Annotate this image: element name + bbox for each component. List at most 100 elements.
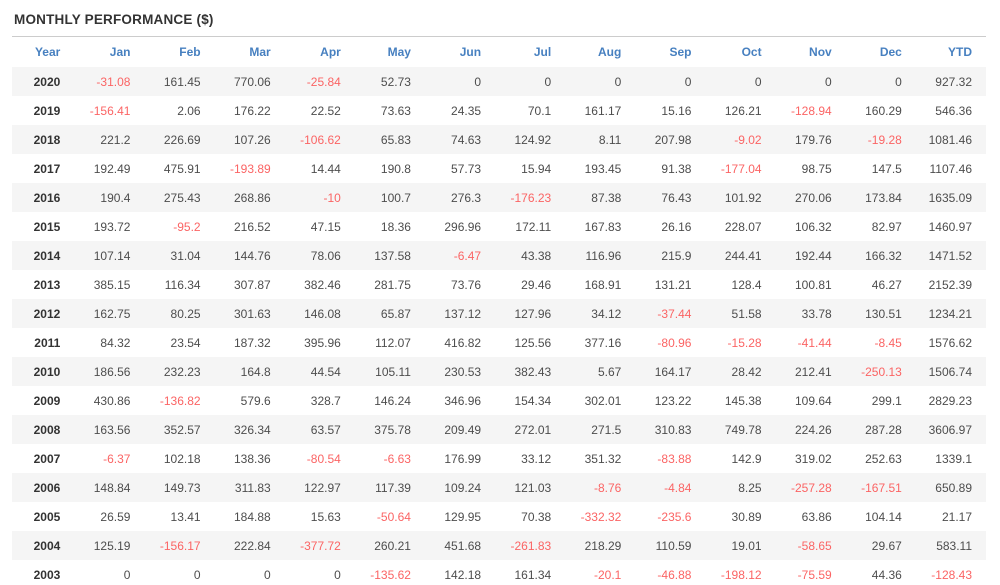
value-cell: 0 (614, 74, 622, 89)
table-row: 2013 385.15 116.34 307.87 382.46 281.75 73.76 2… (12, 270, 986, 299)
value-cell: 307.87 (234, 277, 271, 292)
value-cell: -156.17 (159, 538, 201, 553)
column-header-oct[interactable]: Oct (741, 45, 762, 59)
column-header-may[interactable]: May (387, 45, 411, 59)
value-cell: 29.46 (521, 277, 552, 292)
column-header-nov[interactable]: Nov (809, 45, 832, 59)
value-cell: 131.21 (654, 277, 692, 292)
value-cell: 451.68 (444, 538, 482, 553)
value-cell: 149.73 (163, 480, 201, 495)
column-header-dec[interactable]: Dec (879, 45, 902, 59)
column-header-jun[interactable]: Jun (459, 45, 482, 59)
value-cell: 650.89 (935, 480, 972, 495)
column-header-sep[interactable]: Sep (669, 45, 692, 59)
value-cell: 161.45 (163, 74, 201, 89)
value-cell: 162.75 (93, 306, 131, 321)
value-cell: 193.72 (93, 219, 131, 234)
value-cell: 0 (474, 74, 482, 89)
value-cell: 8.11 (598, 132, 622, 147)
value-cell: 127.96 (514, 306, 552, 321)
value-cell: 416.82 (444, 335, 482, 350)
value-cell: 107.26 (234, 132, 271, 147)
column-header-year[interactable]: Year (34, 45, 61, 59)
value-cell: 275.43 (163, 190, 201, 205)
value-cell: 301.63 (234, 306, 271, 321)
value-cell: 244.41 (724, 248, 762, 263)
value-cell: 122.97 (304, 480, 341, 495)
value-cell: -136.82 (159, 393, 201, 408)
value-cell: -75.59 (797, 567, 832, 582)
year-cell: 2008 (33, 422, 61, 437)
value-cell: -50.64 (376, 509, 411, 524)
column-header-aug[interactable]: Aug (598, 45, 622, 59)
value-cell: 326.34 (234, 422, 271, 437)
value-cell: 232.23 (163, 364, 201, 379)
value-cell: 63.57 (310, 422, 341, 437)
value-cell: 385.15 (93, 277, 131, 292)
value-cell: 927.32 (935, 74, 972, 89)
value-cell: 382.43 (514, 364, 552, 379)
value-cell: -80.96 (657, 335, 692, 350)
value-cell: 128.4 (731, 277, 762, 292)
value-cell: 1339.1 (935, 451, 972, 466)
value-cell: 302.01 (584, 393, 622, 408)
value-cell: 46.27 (871, 277, 902, 292)
value-cell: 5.67 (597, 364, 622, 379)
value-cell: 15.94 (521, 161, 552, 176)
value-cell: 271.5 (591, 422, 622, 437)
value-cell: 164.17 (654, 364, 692, 379)
value-cell: 3606.97 (928, 422, 972, 437)
value-cell: -15.28 (727, 335, 762, 350)
value-cell: 0 (123, 567, 131, 582)
value-cell: -6.47 (453, 248, 482, 263)
value-cell: 78.06 (310, 248, 341, 263)
value-cell: -176.23 (510, 190, 552, 205)
value-cell: 145.38 (724, 393, 762, 408)
value-cell: -135.62 (370, 567, 411, 582)
value-cell: 21.17 (941, 509, 972, 524)
value-cell: -377.72 (300, 538, 341, 553)
value-cell: 172.11 (515, 219, 552, 234)
value-cell: 76.43 (661, 190, 692, 205)
value-cell: 146.24 (374, 393, 411, 408)
value-cell: 212.41 (795, 364, 832, 379)
value-cell: 749.78 (724, 422, 762, 437)
year-cell: 2006 (33, 480, 61, 495)
value-cell: 163.56 (93, 422, 131, 437)
column-header-mar[interactable]: Mar (249, 45, 271, 59)
value-cell: 222.84 (234, 538, 271, 553)
column-header-jul[interactable]: Jul (533, 45, 552, 59)
value-cell: 352.57 (163, 422, 201, 437)
value-cell: -6.63 (383, 451, 411, 466)
value-cell: 311.83 (234, 480, 271, 495)
value-cell: -9.02 (734, 132, 762, 147)
column-header-jan[interactable]: Jan (109, 45, 131, 59)
value-cell: 146.08 (304, 306, 341, 321)
value-cell: 100.81 (795, 277, 832, 292)
value-cell: 82.97 (871, 219, 902, 234)
value-cell: -80.54 (306, 451, 341, 466)
column-header-feb[interactable]: Feb (179, 45, 201, 59)
value-cell: -177.04 (720, 161, 762, 176)
value-cell: 224.26 (795, 422, 832, 437)
value-cell: 0 (825, 74, 832, 89)
column-header-apr[interactable]: Apr (320, 45, 341, 59)
value-cell: 215.9 (661, 248, 692, 263)
table-row: 2005 26.59 13.41 184.88 15.63 -50.64 129.95 70.… (12, 502, 986, 531)
value-cell: 287.28 (865, 422, 902, 437)
value-cell: 125.56 (514, 335, 552, 350)
table-row: 2007 -6.37 102.18 138.36 -80.54 -6.63 176.99 33… (12, 444, 986, 473)
value-cell: 144.76 (234, 248, 271, 263)
value-cell: 101.92 (724, 190, 762, 205)
value-cell: 70.1 (527, 103, 552, 118)
value-cell: 70.38 (521, 509, 552, 524)
value-cell: 346.96 (444, 393, 482, 408)
value-cell: -128.94 (791, 103, 832, 118)
value-cell: 1576.62 (928, 335, 972, 350)
value-cell: 186.56 (93, 364, 131, 379)
value-cell: 168.91 (584, 277, 622, 292)
value-cell: 125.19 (93, 538, 131, 553)
value-cell: 18.36 (380, 219, 411, 234)
value-cell: 148.84 (93, 480, 131, 495)
column-header-ytd[interactable]: YTD (948, 45, 972, 59)
